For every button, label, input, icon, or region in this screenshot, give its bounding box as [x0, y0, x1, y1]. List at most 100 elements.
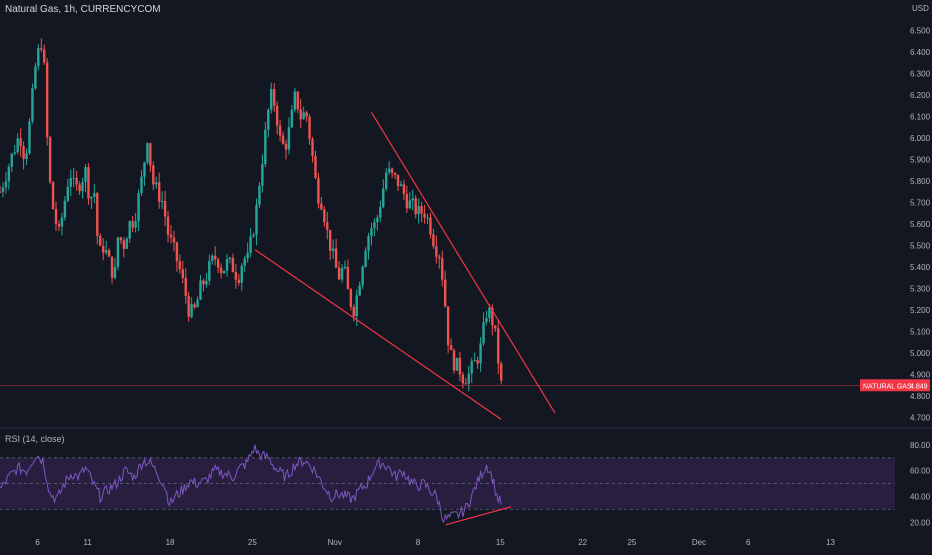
candle-body	[202, 280, 205, 285]
candle-body	[87, 167, 90, 199]
candle-body	[193, 304, 196, 308]
candle-body	[367, 236, 370, 251]
candle-body	[382, 188, 385, 207]
candle-body	[169, 234, 173, 238]
candle-body	[438, 256, 441, 259]
candle-body	[211, 255, 214, 261]
candle-body	[473, 360, 476, 362]
rsi-tick-label: 60.00	[910, 467, 931, 476]
candle-body	[423, 213, 426, 218]
candle-body	[99, 235, 102, 246]
rsi-title: RSI (14, close)	[5, 434, 65, 444]
candle-body	[275, 105, 279, 126]
candle-body	[346, 266, 350, 290]
candle-body	[497, 328, 500, 364]
time-tick-label: 22	[578, 538, 587, 547]
candle-body	[63, 200, 67, 218]
candle-body	[432, 234, 435, 247]
candle-body	[34, 66, 37, 89]
candle-body	[13, 152, 16, 154]
price-tag	[860, 379, 930, 392]
candle-body	[25, 153, 28, 160]
price-tick-label: 6.200	[910, 91, 931, 100]
candle-body	[272, 89, 276, 106]
candle-body	[178, 261, 182, 270]
candle-body	[22, 146, 25, 160]
price-tick-label: 6.000	[910, 134, 931, 143]
lower-trendline	[254, 249, 502, 420]
candle-body	[334, 248, 338, 268]
candle-body	[175, 242, 179, 262]
candle-body	[101, 245, 105, 253]
candle-body	[196, 299, 199, 308]
candle-body	[270, 89, 273, 110]
candle-body	[452, 350, 456, 371]
candle-body	[293, 91, 297, 110]
candle-body	[84, 167, 87, 182]
candle-body	[435, 246, 438, 257]
candle-body	[370, 228, 373, 237]
candle-body	[402, 184, 406, 195]
candle-body	[393, 172, 397, 175]
candle-body	[329, 229, 332, 251]
candle-body	[349, 289, 353, 308]
candle-body	[358, 285, 361, 296]
candle-body	[181, 269, 184, 278]
candle-body	[302, 112, 305, 120]
candle-body	[45, 62, 49, 138]
candle-body	[317, 178, 320, 204]
candle-body	[187, 295, 190, 317]
candle-body	[414, 198, 417, 215]
candle-body	[494, 325, 497, 329]
price-tick-label: 5.900	[910, 156, 931, 165]
candle-body	[361, 266, 364, 286]
candle-body	[158, 182, 161, 202]
candle-body	[60, 217, 64, 227]
candle-body	[31, 88, 34, 122]
chart-title: Natural Gas, 1h, CURRENCYCOM	[5, 4, 161, 15]
price-tick-label: 5.000	[910, 349, 931, 358]
candle-body	[10, 153, 13, 167]
candle-body	[96, 193, 99, 236]
candle-body	[446, 306, 450, 346]
candle-body	[199, 280, 202, 300]
candle-body	[190, 304, 193, 317]
candle-body	[482, 322, 485, 344]
candle-body	[113, 266, 117, 278]
rsi-tick-label: 80.00	[910, 441, 931, 450]
candle-body	[246, 252, 249, 259]
candle-body	[152, 165, 155, 185]
candle-body	[485, 317, 488, 323]
candle-body	[119, 237, 123, 241]
candle-body	[78, 184, 81, 192]
candle-body	[219, 267, 223, 274]
price-tick-label: 4.700	[910, 413, 931, 422]
candle-body	[326, 222, 329, 230]
candle-body	[225, 259, 229, 271]
candle-body	[116, 237, 120, 267]
candle-body	[137, 193, 140, 222]
candle-body	[387, 168, 391, 173]
candle-body	[37, 48, 40, 67]
candle-body	[296, 91, 299, 110]
price-tick-label: 6.400	[910, 48, 931, 57]
candle-body	[258, 185, 261, 205]
candle-body	[411, 198, 414, 201]
candle-body	[449, 345, 453, 351]
rsi-tick-label: 20.00	[910, 518, 931, 527]
candle-body	[417, 206, 420, 215]
candle-body	[110, 256, 114, 278]
price-tag-value: 4.849	[910, 383, 928, 390]
candle-body	[205, 280, 208, 285]
price-tick-label: 5.800	[910, 177, 931, 186]
time-tick-label: Nov	[328, 538, 342, 547]
candle-body	[240, 265, 243, 283]
candle-body	[308, 116, 311, 140]
upper-trendline	[370, 112, 556, 414]
candle-body	[379, 206, 382, 218]
candle-body	[75, 177, 78, 185]
rsi-trendline	[445, 506, 512, 526]
candle-body	[0, 191, 2, 193]
